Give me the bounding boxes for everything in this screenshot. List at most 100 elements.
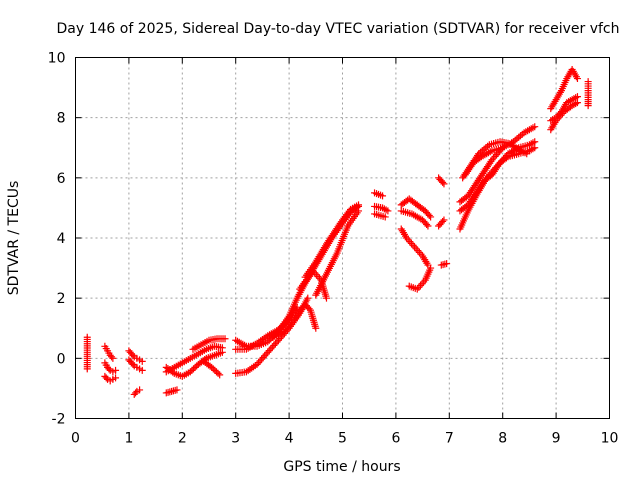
data-point xyxy=(259,353,267,361)
data-point xyxy=(439,217,447,225)
data-point xyxy=(255,359,263,367)
data-point xyxy=(412,245,420,253)
data-point xyxy=(273,338,281,346)
x-tick-label: 7 xyxy=(445,431,454,447)
data-point xyxy=(253,360,261,368)
data-point xyxy=(268,343,276,351)
x-tick-label: 10 xyxy=(601,431,619,447)
data-point xyxy=(531,123,539,131)
data-point xyxy=(212,368,220,376)
x-tick-label: 9 xyxy=(552,431,561,447)
data-point xyxy=(256,357,264,365)
data-point xyxy=(218,348,226,356)
data-point xyxy=(427,264,435,272)
data-point xyxy=(379,192,387,200)
data-point xyxy=(584,102,592,110)
data-point xyxy=(258,355,266,363)
data-point xyxy=(427,213,435,221)
data-point xyxy=(573,75,581,83)
data-point xyxy=(491,152,499,160)
data-point xyxy=(415,283,423,291)
data-point xyxy=(322,294,330,302)
data-point xyxy=(502,154,510,162)
data-point xyxy=(490,154,498,162)
data-point xyxy=(108,353,116,361)
data-point xyxy=(208,363,216,371)
data-point xyxy=(274,336,282,344)
data-point xyxy=(109,354,117,362)
x-tick-label: 8 xyxy=(498,431,507,447)
data-point xyxy=(188,366,196,374)
y-tick-label: 4 xyxy=(57,231,66,247)
x-tick-label: 1 xyxy=(124,431,133,447)
data-point xyxy=(186,368,194,376)
data-point xyxy=(138,357,146,365)
y-tick-label: 0 xyxy=(57,351,66,367)
data-point xyxy=(424,222,432,230)
data-point xyxy=(443,260,451,268)
x-tick-label: 4 xyxy=(285,431,294,447)
data-point xyxy=(293,303,301,311)
data-point xyxy=(425,211,433,219)
chart-title: Day 146 of 2025, Sidereal Day-to-day VTE… xyxy=(56,21,619,37)
y-tick-label: 8 xyxy=(57,111,66,127)
y-axis-label: SDTVAR / TECUs xyxy=(6,181,22,296)
data-point xyxy=(132,389,140,397)
data-point xyxy=(279,321,287,329)
data-point xyxy=(414,247,422,255)
data-point xyxy=(289,317,297,325)
data-point xyxy=(531,138,539,146)
y-tick-labels: -2 0 2 4 6 8 10 xyxy=(48,51,66,428)
x-tick-label: 2 xyxy=(178,431,187,447)
data-point xyxy=(523,150,531,158)
data-point xyxy=(407,239,415,247)
data-point xyxy=(209,365,217,373)
data-point xyxy=(138,366,146,374)
data-point xyxy=(129,351,137,359)
data-point xyxy=(105,365,113,373)
data-point xyxy=(262,350,270,358)
data-point xyxy=(264,338,272,346)
data-point xyxy=(292,305,300,313)
data-point xyxy=(271,340,279,348)
data-point xyxy=(136,386,144,394)
data-point xyxy=(488,156,496,164)
data-point xyxy=(216,371,224,379)
data-point xyxy=(305,305,313,313)
data-point xyxy=(384,207,392,215)
data-point xyxy=(381,213,389,221)
x-tick-label: 5 xyxy=(338,431,347,447)
x-tick-label: 3 xyxy=(231,431,240,447)
data-point xyxy=(221,335,229,343)
data-point xyxy=(284,322,292,330)
data-point xyxy=(191,363,199,371)
data-point xyxy=(283,324,291,332)
data-point xyxy=(415,248,423,256)
data-point xyxy=(314,273,322,281)
data-point xyxy=(440,216,448,224)
x-tick-label: 0 xyxy=(71,431,80,447)
data-point xyxy=(573,99,581,107)
data-point xyxy=(190,365,198,373)
data-point xyxy=(261,352,269,360)
data-points xyxy=(83,66,592,398)
data-point xyxy=(281,326,289,334)
data-point xyxy=(423,220,431,228)
data-point xyxy=(312,324,320,332)
data-point xyxy=(281,320,289,328)
data-point xyxy=(83,365,91,373)
y-tick-label: 10 xyxy=(48,51,66,67)
data-point xyxy=(102,374,110,382)
data-point xyxy=(265,347,273,355)
data-point xyxy=(169,368,177,376)
y-tick-label: -2 xyxy=(52,412,66,428)
data-point xyxy=(173,386,181,394)
x-axis-label: GPS time / hours xyxy=(283,459,400,475)
data-point xyxy=(304,294,312,302)
data-point xyxy=(499,144,507,152)
data-point xyxy=(129,360,137,368)
data-point xyxy=(112,366,120,374)
plot-frame xyxy=(75,57,610,419)
x-tick-labels: 0 1 2 3 4 5 6 7 8 9 10 xyxy=(71,431,618,447)
